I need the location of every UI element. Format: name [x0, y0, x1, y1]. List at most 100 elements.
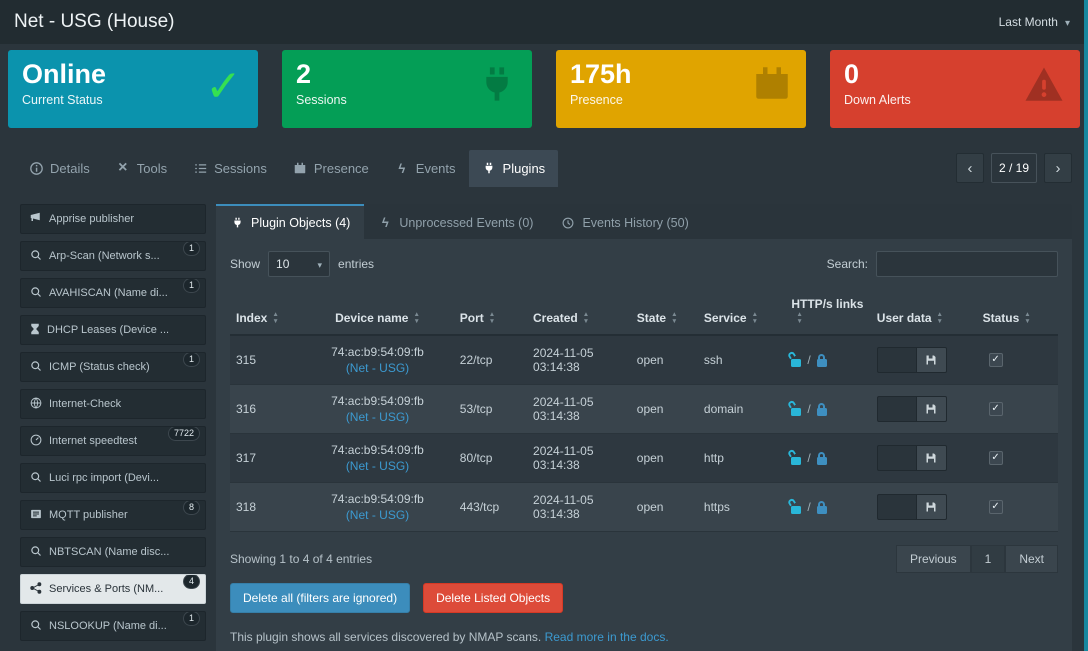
sidebar-item-dhcp-leases[interactable]: DHCP Leases (Device ... — [20, 315, 206, 345]
device-mac: 74:ac:b9:54:09:fb — [331, 344, 424, 359]
tab-plugins[interactable]: Plugins — [468, 149, 559, 187]
cell-port: 80/tcp — [453, 433, 528, 483]
save-button[interactable] — [916, 346, 947, 373]
unlock-icon[interactable] — [791, 456, 802, 465]
delete-listed-button[interactable]: Delete Listed Objects — [423, 582, 564, 613]
tab-label: Sessions — [214, 160, 267, 176]
sidebar-item-badge: 1 — [182, 353, 200, 367]
sessions-card: 2 Sessions — [282, 50, 532, 128]
status-checkbox[interactable] — [988, 352, 1003, 367]
tools-icon — [116, 162, 130, 175]
sidebar-item-nbtscan[interactable]: NBTSCAN (Name disc... — [20, 537, 206, 567]
save-button[interactable] — [916, 493, 947, 520]
sidebar-item-mqtt[interactable]: MQTT publisher 8 — [20, 500, 206, 530]
col-https-links[interactable]: HTTP/s links — [785, 289, 871, 336]
sidebar-item-nslookup[interactable]: NSLOOKUP (Name di... 1 — [20, 611, 206, 641]
bolt-icon — [378, 215, 392, 230]
col-index[interactable]: Index — [230, 289, 302, 336]
previous-page-button[interactable]: Previous — [895, 544, 971, 573]
cell-links: / — [785, 482, 871, 532]
unlock-icon[interactable] — [791, 358, 802, 367]
delete-all-button[interactable]: Delete all (filters are ignored) — [230, 582, 411, 613]
prev-device-button[interactable]: ‹ — [955, 153, 984, 183]
sidebar-item-icmp[interactable]: ICMP (Status check) 1 — [20, 352, 206, 382]
status-checkbox[interactable] — [988, 401, 1003, 416]
col-status[interactable]: Status — [976, 289, 1058, 336]
user-data-input[interactable] — [876, 395, 917, 422]
device-pager: ‹ 2 / 19 › — [955, 153, 1072, 183]
device-link[interactable]: (Net - USG) — [345, 360, 410, 375]
device-link[interactable]: (Net - USG) — [345, 507, 410, 522]
col-device-name[interactable]: Device name — [301, 289, 454, 336]
tab-label: Tools — [136, 160, 168, 176]
device-link[interactable]: (Net - USG) — [345, 458, 410, 473]
user-data-input[interactable] — [876, 444, 917, 471]
status-checkbox[interactable] — [988, 450, 1003, 465]
search-icon — [30, 286, 42, 301]
sidebar-item-luci[interactable]: Luci rpc import (Devi... — [20, 463, 206, 493]
plugin-objects-table: Index Device name Port Created State Ser… — [230, 289, 1058, 532]
cell-status — [976, 482, 1058, 532]
presence-value: 175h — [570, 59, 632, 89]
col-user-data[interactable]: User data — [870, 289, 977, 336]
page-size-select[interactable]: 10 — [268, 251, 331, 277]
tab-label: Events — [415, 160, 456, 176]
next-device-button[interactable]: › — [1044, 153, 1072, 183]
megaphone-icon — [30, 212, 42, 227]
sidebar-item-internet-check[interactable]: Internet-Check — [20, 389, 206, 419]
sidebar-item-label: AVAHISCAN (Name di... — [49, 287, 168, 299]
top-bar: Net - USG (House) Last Month — [0, 0, 1088, 44]
note-text: This plugin shows all services discovere… — [230, 629, 542, 644]
device-link[interactable]: (Net - USG) — [345, 409, 410, 424]
cell-user-data — [870, 433, 977, 483]
cell-device: 74:ac:b9:54:09:fb (Net - USG) — [301, 384, 454, 434]
col-port[interactable]: Port — [453, 289, 528, 336]
period-selector[interactable]: Last Month — [999, 15, 1070, 29]
tab-presence[interactable]: Presence — [280, 150, 382, 187]
sidebar-item-services-ports[interactable]: Services & Ports (NM... 4 — [20, 574, 206, 604]
sidebar-item-arpscan[interactable]: Arp-Scan (Network s... 1 — [20, 241, 206, 271]
tab-details[interactable]: Details — [16, 150, 103, 187]
search-icon — [30, 471, 42, 486]
col-service[interactable]: Service — [697, 289, 786, 336]
sidebar-item-label: DHCP Leases (Device ... — [47, 324, 170, 336]
lock-icon[interactable] — [816, 451, 827, 465]
tab-tools[interactable]: Tools — [103, 150, 180, 187]
status-checkbox[interactable] — [988, 499, 1003, 514]
page-title: Net - USG (House) — [14, 11, 175, 32]
device-mac: 74:ac:b9:54:09:fb — [331, 491, 424, 506]
cell-port: 53/tcp — [453, 384, 528, 434]
next-page-button[interactable]: Next — [1005, 544, 1058, 573]
search-input[interactable] — [876, 251, 1058, 277]
lock-icon[interactable] — [816, 500, 827, 514]
user-data-input[interactable] — [876, 493, 917, 520]
save-button[interactable] — [916, 444, 947, 471]
page-number-button[interactable]: 1 — [970, 544, 1006, 573]
sidebar-item-apprise[interactable]: Apprise publisher — [20, 204, 206, 234]
tab-events[interactable]: Events — [382, 150, 469, 187]
gauge-icon — [30, 434, 42, 449]
docs-link[interactable]: Read more in the docs. — [544, 629, 669, 644]
user-data-input[interactable] — [876, 346, 917, 373]
unlock-icon[interactable] — [791, 505, 802, 514]
save-button[interactable] — [916, 395, 947, 422]
unlock-icon[interactable] — [791, 407, 802, 416]
table-row: 315 74:ac:b9:54:09:fb (Net - USG) 22/tcp… — [230, 334, 1058, 385]
scrollbar[interactable] — [1084, 0, 1088, 651]
col-state[interactable]: State — [630, 289, 698, 336]
tab-sessions[interactable]: Sessions — [180, 150, 280, 187]
sidebar-item-avahiscan[interactable]: AVAHISCAN (Name di... 1 — [20, 278, 206, 308]
tab-unprocessed-events[interactable]: Unprocessed Events (0) — [364, 204, 547, 239]
col-created[interactable]: Created — [527, 289, 631, 336]
cell-status — [976, 334, 1058, 385]
sidebar-item-speedtest[interactable]: Internet speedtest 7722 — [20, 426, 206, 456]
alerts-label: Down Alerts — [844, 93, 911, 108]
sort-icon — [796, 312, 802, 326]
cell-port: 443/tcp — [453, 482, 528, 532]
news-icon — [30, 508, 42, 523]
lock-icon[interactable] — [816, 402, 827, 416]
tab-events-history[interactable]: Events History (50) — [547, 204, 702, 239]
lock-icon[interactable] — [816, 353, 827, 367]
sidebar-item-label: Internet-Check — [49, 398, 122, 410]
tab-plugin-objects[interactable]: Plugin Objects (4) — [216, 204, 365, 239]
